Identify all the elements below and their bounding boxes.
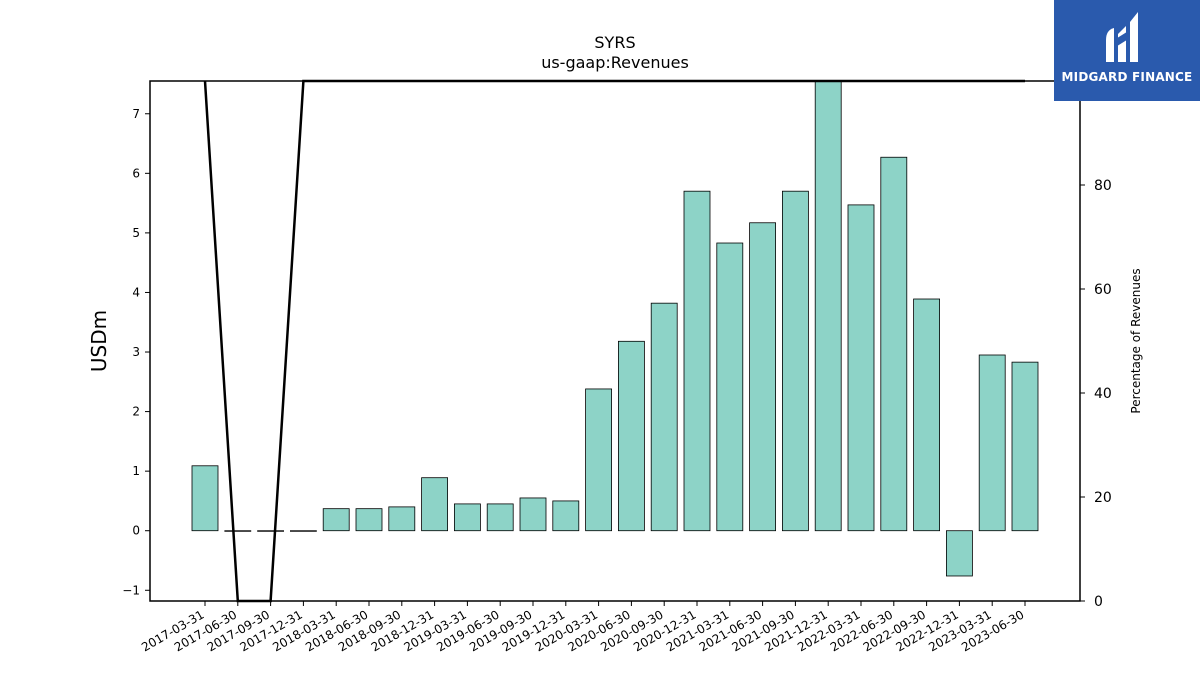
y-axis-label: USDm [87,310,111,372]
bar [650,302,678,532]
bar [946,530,973,577]
bar [191,465,219,532]
chart-subtitle: us-gaap:Revenues [541,53,689,72]
bar [289,530,317,532]
bar [453,503,481,532]
y-tick-label: −1 [122,583,140,597]
bar [585,388,612,532]
bar [913,298,940,532]
bar [519,497,547,532]
y2-tick-label: 20 [1094,490,1112,506]
y-tick-label: 5 [132,226,140,240]
y-tick-label: 3 [132,345,140,359]
x-axis: 2017-03-312017-06-302017-09-302017-12-31… [139,601,1027,654]
bar [388,506,416,532]
bar [716,242,744,532]
y-axis-left: −1 0 1 2 3 4 5 6 7 [122,107,150,597]
brand-logo: MIDGARD FINANCE [1054,0,1200,101]
y-tick-label: 2 [132,405,140,419]
bar [978,354,1006,532]
bar [355,508,383,532]
y-tick-label: 6 [132,166,140,180]
bar [880,156,908,532]
bar [749,222,776,532]
bar [847,204,875,532]
bar [552,500,580,532]
bar [257,530,285,532]
bar [618,340,645,532]
bar-series [191,80,1039,577]
chart-title: SYRS [594,33,635,52]
bar [421,477,449,532]
y-tick-label: 1 [132,464,140,478]
y-tick-label: 4 [132,285,140,299]
y2-tick-label: 80 [1094,178,1112,194]
bar [322,508,350,532]
bar [814,80,842,532]
bar [224,530,252,532]
y2-tick-label: 0 [1094,594,1103,610]
midgard-logo-icon [1106,12,1138,62]
y-axis-right: 020406080100 [1080,74,1121,610]
bar [486,503,514,532]
y-tick-label: 0 [132,524,140,538]
y2-tick-label: 40 [1094,386,1112,402]
plot-frame [149,80,1081,602]
y2-axis-label: Percentage of Revenues [1129,268,1143,413]
y-tick-label: 7 [132,107,140,121]
y2-tick-label: 60 [1094,282,1112,298]
bar [782,190,809,532]
brand-name: MIDGARD FINANCE [1061,70,1193,84]
bar [683,190,711,532]
bar [1011,361,1039,532]
